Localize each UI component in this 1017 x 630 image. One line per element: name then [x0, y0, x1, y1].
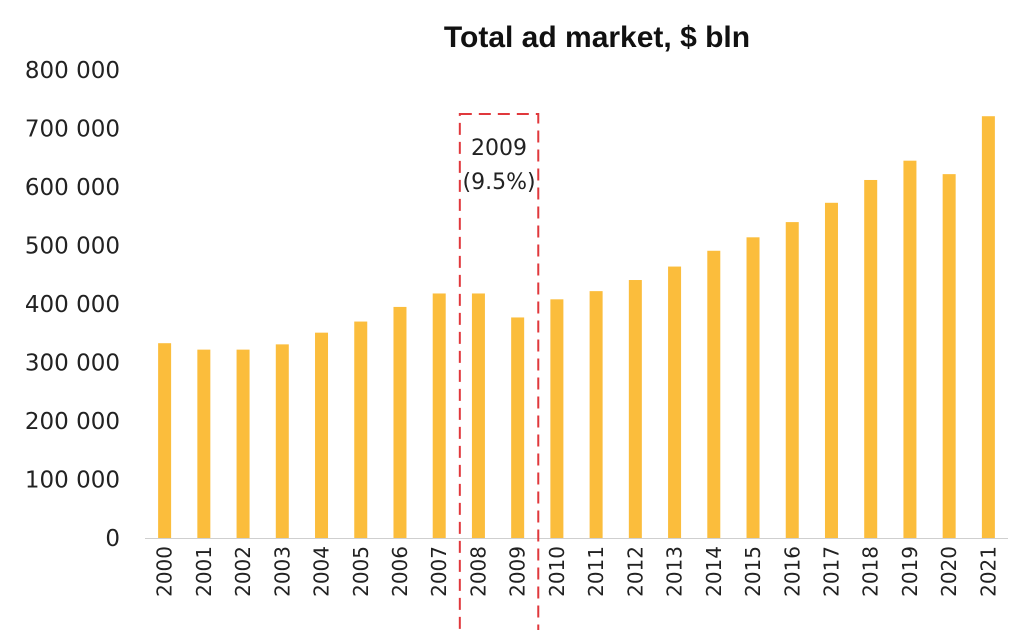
- bar-2017: [824, 202, 838, 539]
- x-tick-label-2013: 2013: [663, 546, 687, 597]
- x-tick-label-2020: 2020: [937, 546, 961, 597]
- x-axis: 2000 2001 2002 2003 2004 2005 2006 2007 2008 2009…: [153, 546, 1001, 597]
- y-tick-label: 700 000: [25, 117, 120, 143]
- x-tick-label-2014: 2014: [702, 546, 726, 597]
- x-tick-label-2006: 2006: [388, 546, 412, 597]
- x-tick-label-2015: 2015: [741, 546, 765, 597]
- bar-2016: [785, 222, 799, 538]
- bars: [158, 116, 995, 539]
- x-tick-label-2000: 2000: [153, 546, 177, 597]
- y-tick-label: 500 000: [25, 234, 120, 260]
- y-tick-label: 400 000: [25, 292, 120, 318]
- x-tick-label-2017: 2017: [819, 546, 843, 597]
- bar-2004: [315, 332, 329, 538]
- bar-2006: [393, 306, 407, 538]
- bar-2015: [746, 237, 760, 538]
- x-tick-label-2007: 2007: [427, 546, 451, 597]
- bar-2018: [864, 179, 878, 539]
- x-tick-label-2001: 2001: [192, 546, 216, 597]
- x-tick-label-2011: 2011: [584, 546, 608, 597]
- x-tick-label-2021: 2021: [976, 546, 1000, 597]
- bar-2001: [197, 349, 211, 538]
- y-tick-label: 200 000: [25, 409, 120, 435]
- bar-2010: [550, 299, 564, 538]
- bar-2013: [668, 266, 682, 538]
- bar-2011: [589, 291, 603, 538]
- x-tick-label-2019: 2019: [898, 546, 922, 597]
- chart-title: Total ad market, $ bln: [444, 21, 750, 54]
- bar-2002: [236, 349, 250, 538]
- bar-2021: [981, 116, 995, 538]
- y-axis: 0 100 000 200 000 300 000 400 000 500 000 600 …: [25, 58, 120, 552]
- x-tick-label-2012: 2012: [623, 546, 647, 597]
- y-tick-label: 0: [105, 526, 120, 552]
- bar-2020: [942, 174, 956, 538]
- x-tick-label-2003: 2003: [270, 546, 294, 597]
- x-tick-label-2008: 2008: [466, 546, 490, 597]
- y-tick-label: 800 000: [25, 58, 120, 84]
- bar-2007: [432, 293, 446, 538]
- annotation-change: (9.5%): [463, 170, 536, 195]
- bar-2014: [707, 250, 721, 538]
- bar-2012: [628, 280, 642, 538]
- annotation-year: 2009: [471, 136, 527, 161]
- x-tick-label-2004: 2004: [310, 546, 334, 597]
- x-tick-label-2010: 2010: [545, 546, 569, 597]
- y-tick-label: 600 000: [25, 175, 120, 201]
- bar-2000: [158, 343, 172, 538]
- x-tick-label-2018: 2018: [859, 546, 883, 597]
- bar-2019: [903, 160, 917, 539]
- x-tick-label-2005: 2005: [349, 546, 373, 597]
- bar-2009: [511, 317, 525, 538]
- y-tick-label: 100 000: [25, 468, 120, 494]
- x-tick-label-2002: 2002: [231, 546, 255, 597]
- bar-2005: [354, 321, 368, 538]
- bar-2003: [275, 344, 289, 538]
- x-tick-label-2016: 2016: [780, 546, 804, 597]
- x-tick-label-2009: 2009: [506, 546, 530, 597]
- highlight-box-2008-2009: [458, 113, 540, 630]
- y-tick-label: 300 000: [25, 351, 120, 377]
- bar-2008: [471, 293, 485, 538]
